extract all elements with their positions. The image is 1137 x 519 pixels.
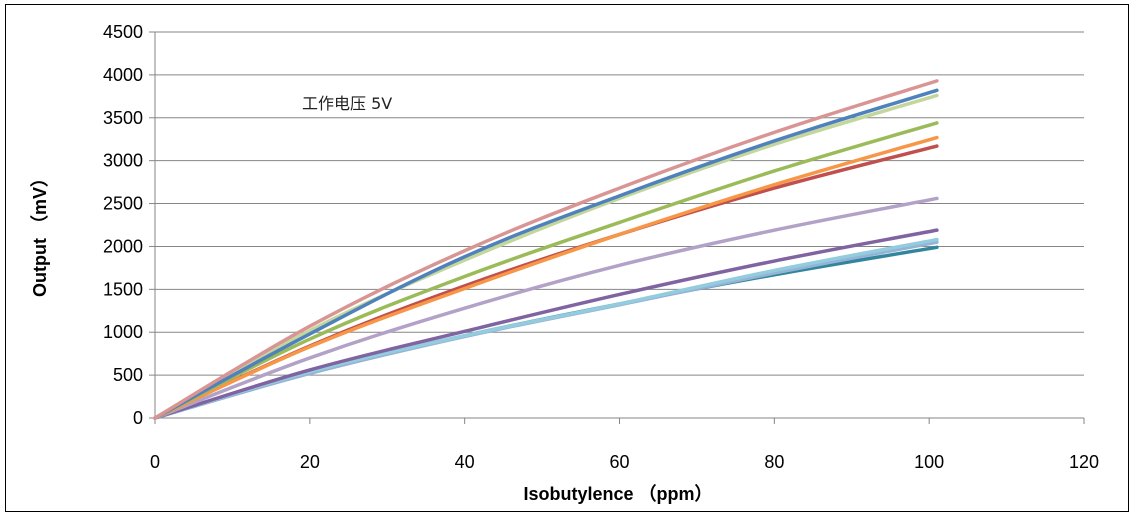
y-tick-label-5: 2500: [103, 194, 143, 214]
chart-frame: [5, 4, 1129, 512]
series-line-8: [153, 228, 939, 420]
y-tick-label-9: 4500: [103, 22, 143, 42]
y-tick-label-4: 2000: [103, 236, 143, 256]
series-line-6: [153, 144, 939, 420]
y-axis-title: Output （mV）: [30, 169, 50, 297]
y-tick-label-0: 0: [133, 408, 143, 428]
series-line-5: [153, 135, 939, 420]
series-line-1: [153, 79, 939, 420]
x-tick-label-5: 100: [914, 452, 944, 472]
y-tick-label-2: 1000: [103, 322, 143, 342]
y-tick-label-8: 4000: [103, 65, 143, 85]
y-tick-label-1: 500: [113, 365, 143, 385]
x-tick-label-0: 0: [150, 452, 160, 472]
series-line-3: [153, 93, 939, 420]
y-tick-label-7: 3500: [103, 108, 143, 128]
tick-labels: 0 20 40 60 80 100 120 0 500 1000 1500 2000 2500 3000 3…: [103, 22, 1099, 472]
y-tick-label-3: 1500: [103, 279, 143, 299]
axes: [149, 31, 1085, 424]
x-tick-label-3: 60: [609, 452, 629, 472]
y-tick-label-6: 3000: [103, 151, 143, 171]
x-tick-label-6: 120: [1069, 452, 1099, 472]
series-group: [153, 79, 939, 420]
x-tick-label-4: 80: [764, 452, 784, 472]
voltage-annotation: 工作电压 5V: [302, 94, 392, 113]
series-line-7: [153, 196, 939, 420]
x-tick-label-1: 20: [300, 452, 320, 472]
x-tick-label-2: 40: [455, 452, 475, 472]
series-line-2: [153, 88, 939, 420]
series-line-4: [153, 121, 939, 420]
x-axis-title: Isobutylence （ppm）: [523, 484, 712, 504]
grid: [155, 31, 1084, 376]
